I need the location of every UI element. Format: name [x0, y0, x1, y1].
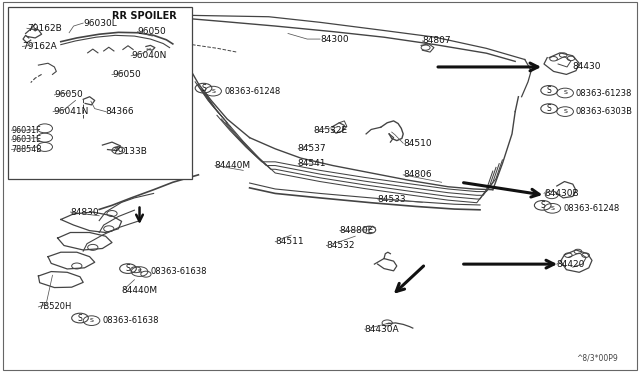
Text: S: S [547, 86, 552, 95]
Text: 84440M: 84440M [122, 286, 157, 295]
Text: 96030L: 96030L [83, 19, 117, 28]
Text: 08363-61238: 08363-61238 [576, 89, 632, 97]
Text: S: S [547, 104, 552, 113]
Text: 08363-6303B: 08363-6303B [576, 107, 633, 116]
Text: 96041N: 96041N [53, 107, 88, 116]
Text: 96050: 96050 [54, 90, 83, 99]
Text: ^8/3*00P9: ^8/3*00P9 [576, 354, 618, 363]
Text: 96050: 96050 [138, 27, 166, 36]
Text: S: S [563, 109, 567, 114]
Text: 84511: 84511 [275, 237, 304, 246]
Text: 79162B: 79162B [27, 24, 61, 33]
Text: 7B520H: 7B520H [38, 302, 72, 311]
Text: S: S [90, 318, 93, 323]
Text: 96031F: 96031F [12, 126, 41, 135]
Text: 78854B: 78854B [12, 145, 42, 154]
Text: 08363-61638: 08363-61638 [102, 316, 159, 325]
Text: S: S [201, 84, 206, 93]
Text: 84807: 84807 [422, 36, 451, 45]
Text: 84830: 84830 [70, 208, 99, 217]
Text: S: S [77, 314, 83, 323]
Text: S: S [138, 269, 141, 274]
Text: 84532: 84532 [326, 241, 355, 250]
Bar [8, 7, 192, 179]
Text: 84541: 84541 [298, 159, 326, 168]
Text: S: S [563, 90, 567, 96]
Text: 08363-61248: 08363-61248 [563, 204, 620, 213]
Text: 84430A: 84430A [365, 325, 399, 334]
Text: 84510: 84510 [403, 139, 432, 148]
Text: RR SPOILER: RR SPOILER [112, 11, 177, 20]
Text: 96050: 96050 [112, 70, 141, 79]
Text: 84532E: 84532E [314, 126, 348, 135]
Text: S: S [211, 89, 215, 94]
Text: 84440M: 84440M [214, 161, 250, 170]
Text: S: S [125, 264, 131, 273]
Text: 84537: 84537 [298, 144, 326, 153]
Text: 84420: 84420 [557, 260, 585, 269]
Text: 84430: 84430 [573, 62, 602, 71]
Text: 84430B: 84430B [544, 189, 579, 198]
Text: S: S [540, 201, 545, 210]
Text: 84300: 84300 [320, 35, 349, 44]
Text: 08363-61248: 08363-61248 [224, 87, 280, 96]
Text: 08363-61638: 08363-61638 [150, 267, 207, 276]
Text: 84880E: 84880E [339, 226, 374, 235]
Text: 79133B: 79133B [112, 147, 147, 156]
Text: 84533: 84533 [378, 195, 406, 203]
Text: 79162A: 79162A [22, 42, 57, 51]
Text: 84806: 84806 [403, 170, 432, 179]
Text: S: S [550, 206, 554, 211]
Text: 96040N: 96040N [131, 51, 166, 60]
Text: 96031E: 96031E [12, 135, 42, 144]
Text: 84366: 84366 [106, 107, 134, 116]
